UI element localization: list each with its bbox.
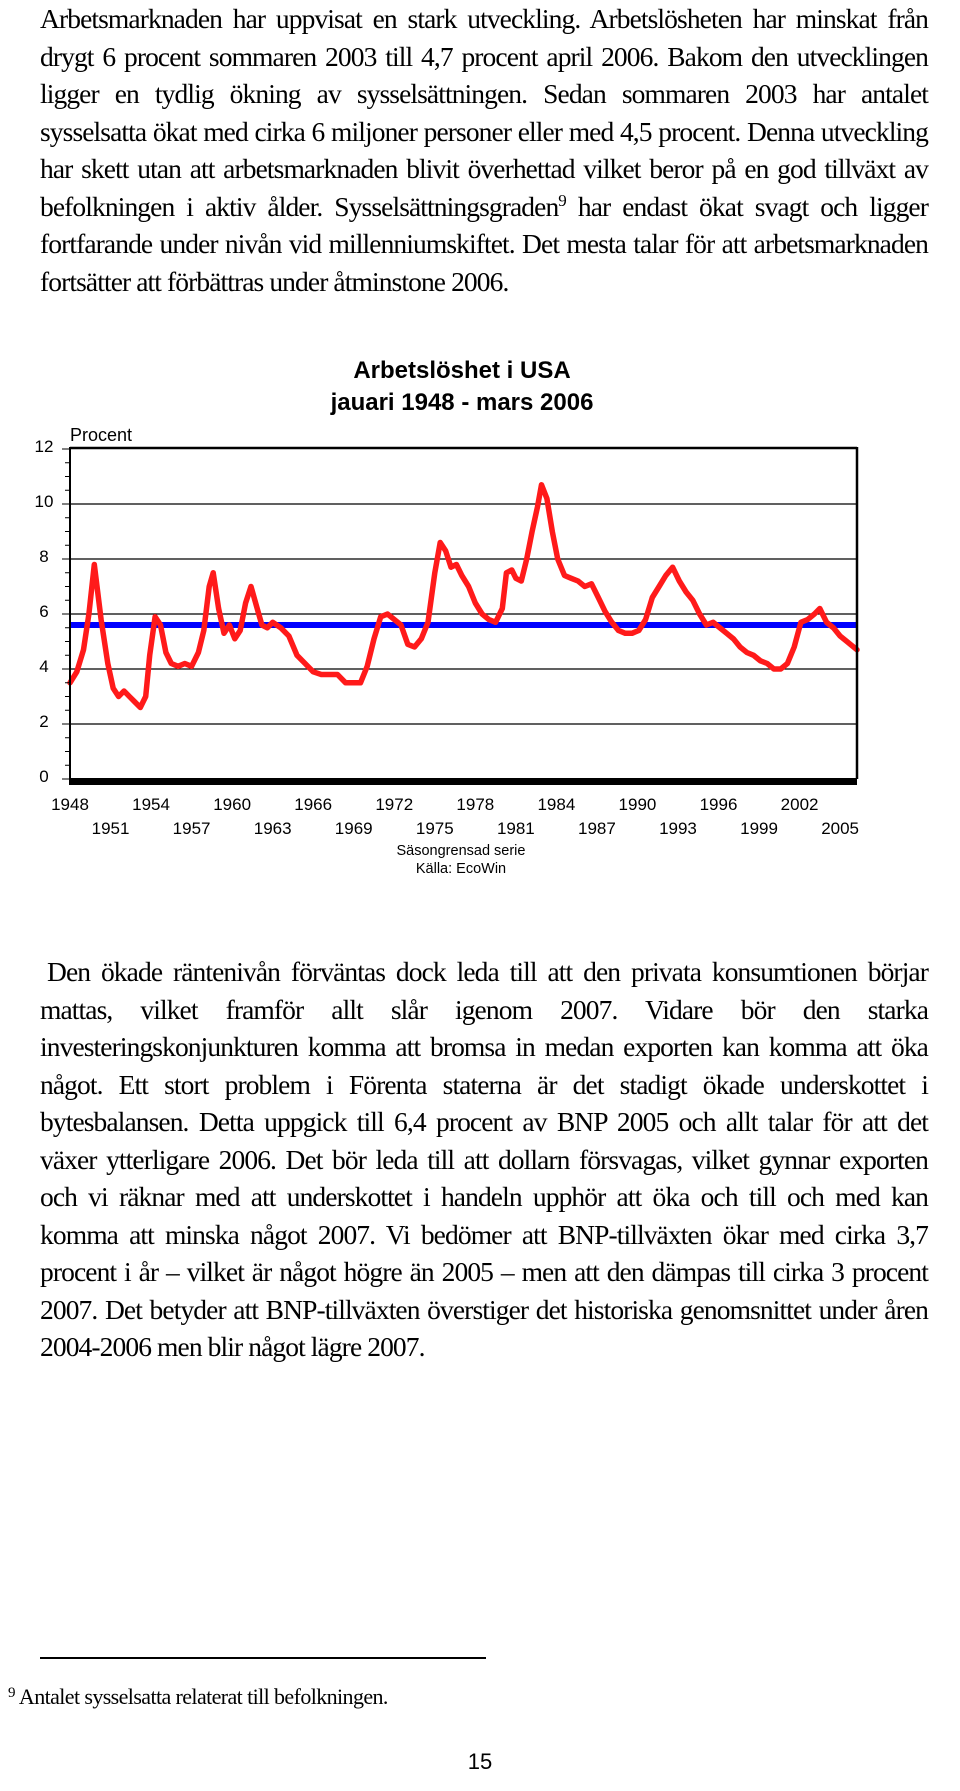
footnote: 9 Antalet sysselsatta relaterat till befo… (8, 1683, 388, 1711)
x-tick-label-1999: 1999 (740, 819, 778, 838)
x-tick-label-1975: 1975 (416, 819, 454, 838)
x-axis-baseline (70, 778, 857, 785)
paragraph-intro: Arbetsmarknaden har uppvisat en stark ut… (40, 0, 929, 300)
x-tick-label-1984: 1984 (537, 795, 575, 814)
footnote-divider (40, 1657, 486, 1659)
x-tick-label-1957: 1957 (173, 819, 211, 838)
x-tick-label-1951: 1951 (92, 819, 130, 838)
page-number: 15 (467, 1749, 493, 1774)
footnote-reference[interactable]: 9 (558, 190, 566, 210)
unemployment-series-line (67, 482, 860, 711)
x-tick-label-1993: 1993 (659, 819, 697, 838)
x-tick-label-1954: 1954 (132, 795, 170, 814)
x-tick-label-2005: 2005 (821, 819, 859, 838)
chart-source-line1: Säsongrensad serie (397, 843, 526, 859)
paragraph-intro-part2: har endast ökat svagt och ligger fortfar… (40, 190, 929, 297)
paragraph-intro-part1: Arbetsmarknaden har uppvisat en stark ut… (40, 3, 929, 222)
chart-source-line2: Källa: EcoWin (416, 861, 506, 877)
x-tick-label-1987: 1987 (578, 819, 616, 838)
y-tick-label-0: 0 (39, 767, 48, 786)
y-tick-label-10: 10 (35, 492, 54, 511)
paragraph-outlook: Den ökade räntenivån förväntas dock leda… (40, 956, 929, 1362)
x-tick-label-1981: 1981 (497, 819, 535, 838)
x-tick-label-1948: 1948 (51, 795, 89, 814)
x-tick-label-2002: 2002 (781, 795, 819, 814)
x-tick-label-1972: 1972 (375, 795, 413, 814)
unemployment-chart: Arbetslöshet i USA jauari 1948 - mars 20… (30, 350, 910, 910)
y-tick-label-6: 6 (39, 602, 48, 621)
x-tick-label-1978: 1978 (456, 795, 494, 814)
x-tick-label-1960: 1960 (213, 795, 251, 814)
x-tick-label-1966: 1966 (294, 795, 332, 814)
footnote-mark: 9 (8, 1685, 15, 1701)
y-axis-label: Procent (70, 425, 132, 445)
y-tick-label-4: 4 (39, 657, 48, 676)
x-tick-label-1963: 1963 (254, 819, 292, 838)
y-tick-label-8: 8 (39, 547, 48, 566)
x-tick-label-1990: 1990 (619, 795, 657, 814)
y-tick-label-2: 2 (39, 712, 48, 731)
footnote-text: Antalet sysselsatta relaterat till befol… (18, 1684, 389, 1709)
x-tick-label-1996: 1996 (700, 795, 738, 814)
x-tick-label-1969: 1969 (335, 819, 373, 838)
unemployment-chart-svg: Arbetslöshet i USA jauari 1948 - mars 20… (35, 357, 860, 877)
chart-title-line1: Arbetslöshet i USA (353, 357, 570, 384)
chart-title-line2: jauari 1948 - mars 2006 (330, 389, 594, 416)
y-tick-label-12: 12 (35, 437, 54, 456)
